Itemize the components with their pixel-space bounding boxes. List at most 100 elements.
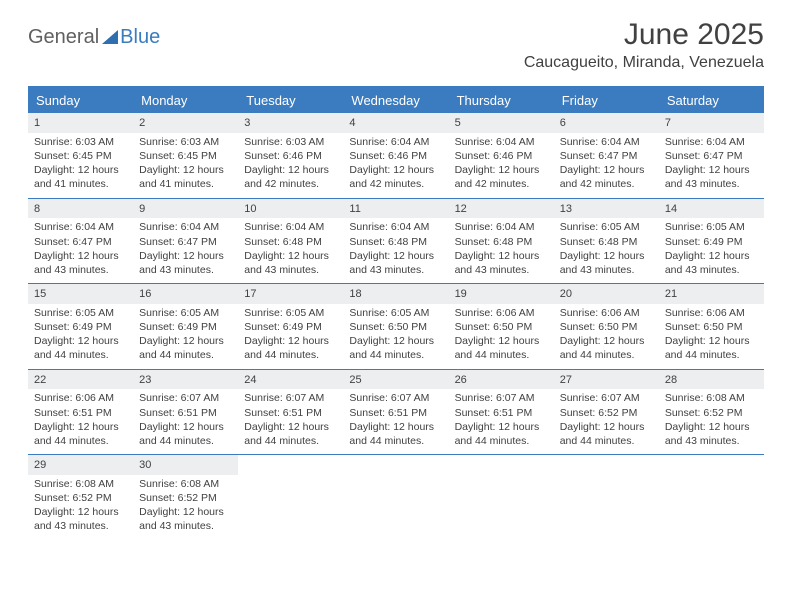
sunset-text: Sunset: 6:48 PM [455,235,548,249]
cell-body: Sunrise: 6:04 AMSunset: 6:48 PMDaylight:… [343,218,448,283]
day-number: 16 [133,284,238,304]
calendar-cell: 26Sunrise: 6:07 AMSunset: 6:51 PMDayligh… [449,370,554,455]
cell-body: Sunrise: 6:07 AMSunset: 6:51 PMDaylight:… [343,389,448,454]
sunset-text: Sunset: 6:46 PM [455,149,548,163]
day-number: 26 [449,370,554,390]
day-number: 20 [554,284,659,304]
daylight-text: Daylight: 12 hours and 42 minutes. [560,163,653,191]
daylight-text: Daylight: 12 hours and 43 minutes. [665,420,758,448]
daylight-text: Daylight: 12 hours and 44 minutes. [139,334,232,362]
calendar-body: 1Sunrise: 6:03 AMSunset: 6:45 PMDaylight… [28,113,764,540]
calendar-cell: 13Sunrise: 6:05 AMSunset: 6:48 PMDayligh… [554,199,659,284]
calendar-cell: 5Sunrise: 6:04 AMSunset: 6:46 PMDaylight… [449,113,554,198]
calendar-cell: 4Sunrise: 6:04 AMSunset: 6:46 PMDaylight… [343,113,448,198]
sunrise-text: Sunrise: 6:04 AM [34,220,127,234]
cell-body: Sunrise: 6:08 AMSunset: 6:52 PMDaylight:… [659,389,764,454]
sunset-text: Sunset: 6:45 PM [34,149,127,163]
calendar-cell: 29Sunrise: 6:08 AMSunset: 6:52 PMDayligh… [28,455,133,540]
calendar-cell: 12Sunrise: 6:04 AMSunset: 6:48 PMDayligh… [449,199,554,284]
calendar-cell: 2Sunrise: 6:03 AMSunset: 6:45 PMDaylight… [133,113,238,198]
sunset-text: Sunset: 6:47 PM [560,149,653,163]
daylight-text: Daylight: 12 hours and 44 minutes. [455,420,548,448]
day-header: Wednesday [343,88,448,113]
day-number: 6 [554,113,659,133]
daylight-text: Daylight: 12 hours and 44 minutes. [349,420,442,448]
cell-body: Sunrise: 6:04 AMSunset: 6:47 PMDaylight:… [554,133,659,198]
cell-body: Sunrise: 6:03 AMSunset: 6:45 PMDaylight:… [28,133,133,198]
sunrise-text: Sunrise: 6:04 AM [139,220,232,234]
daylight-text: Daylight: 12 hours and 43 minutes. [349,249,442,277]
day-number: 24 [238,370,343,390]
sunrise-text: Sunrise: 6:08 AM [34,477,127,491]
calendar-cell [449,455,554,540]
sunrise-text: Sunrise: 6:05 AM [139,306,232,320]
sunset-text: Sunset: 6:51 PM [349,406,442,420]
sunset-text: Sunset: 6:51 PM [139,406,232,420]
sunset-text: Sunset: 6:51 PM [244,406,337,420]
sunrise-text: Sunrise: 6:05 AM [244,306,337,320]
cell-body: Sunrise: 6:06 AMSunset: 6:50 PMDaylight:… [449,304,554,369]
cell-body: Sunrise: 6:08 AMSunset: 6:52 PMDaylight:… [28,475,133,540]
month-title: June 2025 [524,18,764,52]
sunrise-text: Sunrise: 6:07 AM [455,391,548,405]
sunset-text: Sunset: 6:49 PM [665,235,758,249]
sunset-text: Sunset: 6:50 PM [665,320,758,334]
day-number: 17 [238,284,343,304]
daylight-text: Daylight: 12 hours and 44 minutes. [139,420,232,448]
calendar-week: 22Sunrise: 6:06 AMSunset: 6:51 PMDayligh… [28,370,764,456]
sunrise-text: Sunrise: 6:04 AM [349,220,442,234]
day-number: 25 [343,370,448,390]
day-number: 28 [659,370,764,390]
calendar-cell [554,455,659,540]
location-label: Caucagueito, Miranda, Venezuela [524,54,764,72]
day-number: 21 [659,284,764,304]
day-number: 4 [343,113,448,133]
sunrise-text: Sunrise: 6:04 AM [244,220,337,234]
sunrise-text: Sunrise: 6:03 AM [139,135,232,149]
daylight-text: Daylight: 12 hours and 44 minutes. [244,420,337,448]
daylight-text: Daylight: 12 hours and 44 minutes. [349,334,442,362]
sunset-text: Sunset: 6:50 PM [560,320,653,334]
daylight-text: Daylight: 12 hours and 43 minutes. [34,249,127,277]
daylight-text: Daylight: 12 hours and 43 minutes. [34,505,127,533]
calendar-cell: 21Sunrise: 6:06 AMSunset: 6:50 PMDayligh… [659,284,764,369]
cell-body: Sunrise: 6:04 AMSunset: 6:46 PMDaylight:… [449,133,554,198]
sunset-text: Sunset: 6:49 PM [244,320,337,334]
calendar-cell: 24Sunrise: 6:07 AMSunset: 6:51 PMDayligh… [238,370,343,455]
sunrise-text: Sunrise: 6:06 AM [34,391,127,405]
logo-text-blue: Blue [120,26,160,49]
sunset-text: Sunset: 6:45 PM [139,149,232,163]
cell-body: Sunrise: 6:04 AMSunset: 6:48 PMDaylight:… [449,218,554,283]
sunset-text: Sunset: 6:49 PM [34,320,127,334]
sunset-text: Sunset: 6:51 PM [34,406,127,420]
day-number: 23 [133,370,238,390]
cell-body: Sunrise: 6:04 AMSunset: 6:47 PMDaylight:… [28,218,133,283]
sunrise-text: Sunrise: 6:03 AM [244,135,337,149]
cell-body: Sunrise: 6:07 AMSunset: 6:51 PMDaylight:… [133,389,238,454]
day-number: 2 [133,113,238,133]
calendar-cell: 17Sunrise: 6:05 AMSunset: 6:49 PMDayligh… [238,284,343,369]
sunrise-text: Sunrise: 6:05 AM [349,306,442,320]
sunrise-text: Sunrise: 6:04 AM [560,135,653,149]
day-number: 14 [659,199,764,219]
calendar-cell: 6Sunrise: 6:04 AMSunset: 6:47 PMDaylight… [554,113,659,198]
calendar-cell: 9Sunrise: 6:04 AMSunset: 6:47 PMDaylight… [133,199,238,284]
day-number: 27 [554,370,659,390]
daylight-text: Daylight: 12 hours and 44 minutes. [34,420,127,448]
calendar-cell [659,455,764,540]
cell-body: Sunrise: 6:08 AMSunset: 6:52 PMDaylight:… [133,475,238,540]
calendar-cell: 19Sunrise: 6:06 AMSunset: 6:50 PMDayligh… [449,284,554,369]
day-number: 18 [343,284,448,304]
sunrise-text: Sunrise: 6:07 AM [244,391,337,405]
sunset-text: Sunset: 6:51 PM [455,406,548,420]
calendar-cell [238,455,343,540]
day-number: 15 [28,284,133,304]
sunrise-text: Sunrise: 6:04 AM [455,220,548,234]
sunset-text: Sunset: 6:52 PM [560,406,653,420]
day-header: Thursday [449,88,554,113]
sunrise-text: Sunrise: 6:05 AM [665,220,758,234]
day-header: Monday [133,88,238,113]
sunrise-text: Sunrise: 6:04 AM [455,135,548,149]
daylight-text: Daylight: 12 hours and 41 minutes. [34,163,127,191]
sunrise-text: Sunrise: 6:07 AM [139,391,232,405]
